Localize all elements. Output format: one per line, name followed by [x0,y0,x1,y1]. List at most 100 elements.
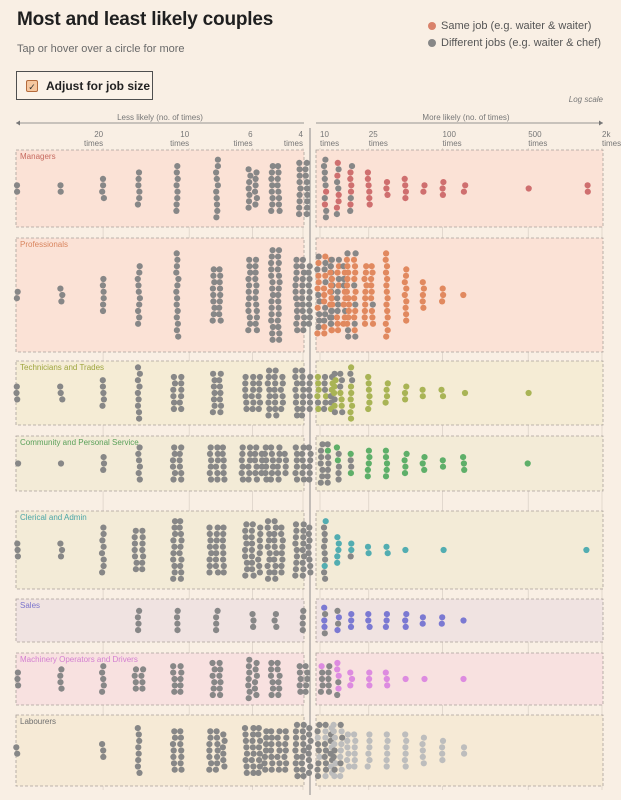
dot-different-jobs [245,695,252,702]
dot-different-jobs [253,444,260,451]
dot-different-jobs [274,470,282,477]
dot-different-jobs [139,527,146,534]
dot-same-job [364,763,371,770]
dot-same-job [365,750,372,757]
dot-same-job [344,282,351,289]
dot-different-jobs [263,728,270,735]
dot-different-jobs [242,534,249,541]
dot-different-jobs [299,450,306,457]
dot-different-jobs [136,607,143,615]
dot-different-jobs [335,256,342,263]
dot-different-jobs [268,659,275,667]
dot-different-jobs [256,750,263,757]
dot-same-job [321,623,328,631]
dot-different-jobs [267,476,274,483]
dot-different-jobs [211,304,218,311]
dot-same-job [351,731,358,738]
adjust-job-size-toggle[interactable]: ✓ Adjust for job size [16,71,153,100]
checkbox-checked-icon[interactable]: ✓ [26,79,38,92]
dot-same-job [383,250,390,257]
dot-same-job [330,728,337,735]
dot-different-jobs [321,530,328,538]
dot-different-jobs [177,562,184,570]
dot-different-jobs [249,744,256,751]
dot-same-job [368,288,375,295]
dot-different-jobs [300,521,307,528]
dot-different-jobs [249,566,256,573]
dot-different-jobs [57,540,64,547]
dot-different-jobs [136,195,143,202]
dot-different-jobs [335,679,342,686]
dot-different-jobs [170,550,177,557]
dot-different-jobs [252,450,259,457]
dot-different-jobs [325,688,333,695]
dot-same-job [361,320,369,327]
dot-different-jobs [271,569,278,576]
dot-different-jobs [171,450,178,457]
dot-different-jobs [321,373,329,381]
dot-same-job [337,389,344,397]
dot-different-jobs [292,386,299,393]
dot-different-jobs [252,295,259,302]
dot-different-jobs [276,457,283,464]
dot-different-jobs [212,463,220,470]
dot-different-jobs [335,620,342,627]
dot-different-jobs [268,450,275,457]
dot-different-jobs [170,386,177,393]
dot-different-jobs [275,304,282,311]
dot-different-jobs [318,675,326,683]
dot-different-jobs [256,757,263,764]
dot-different-jobs [100,530,107,538]
dot-different-jobs [314,399,322,406]
dot-same-job [461,466,468,473]
dot-different-jobs [243,744,250,751]
dot-different-jobs [300,327,307,334]
dot-different-jobs [323,207,330,214]
dot-different-jobs [135,175,142,182]
dot-different-jobs [293,463,300,470]
dot-different-jobs [14,675,21,683]
dot-different-jobs [252,182,259,189]
dot-different-jobs [292,288,299,295]
dot-different-jobs [261,753,268,761]
dot-different-jobs [177,760,184,767]
dot-different-jobs [176,463,183,470]
dot-different-jobs [298,412,306,419]
dot-same-job [382,447,389,454]
dot-different-jobs [299,263,306,270]
dot-different-jobs [327,263,334,270]
dot-different-jobs [214,524,221,531]
dot-different-jobs [257,737,264,745]
dot-same-job [335,672,342,679]
dot-different-jobs [134,201,141,208]
dot-different-jobs [315,291,322,299]
dot-same-job [383,617,390,624]
dot-same-job [365,373,372,381]
dot-same-job [334,269,341,276]
dot-different-jobs [271,543,278,550]
dot-different-jobs [322,259,329,267]
dot-different-jobs [250,750,257,757]
dot-different-jobs [268,169,275,176]
dot-different-jobs [173,327,180,334]
dot-same-job [382,669,389,676]
dot-different-jobs [292,741,300,748]
dot-same-job [421,182,428,189]
dot-same-job [365,617,372,624]
dot-different-jobs [208,457,215,464]
dot-different-jobs [136,476,143,483]
dot-same-job [321,562,328,570]
dot-different-jobs [242,380,249,387]
dot-different-jobs [333,211,340,218]
dot-same-job [314,734,321,741]
dot-different-jobs [264,524,271,531]
dot-different-jobs [268,766,275,773]
right-tick-unit: times [602,139,621,148]
dot-different-jobs [250,725,257,732]
dot-same-job [439,750,446,757]
dot-different-jobs [252,256,260,263]
dot-same-job [333,204,340,211]
dot-same-job [583,546,590,554]
dot-different-jobs [58,298,65,305]
dot-same-job [384,682,391,689]
